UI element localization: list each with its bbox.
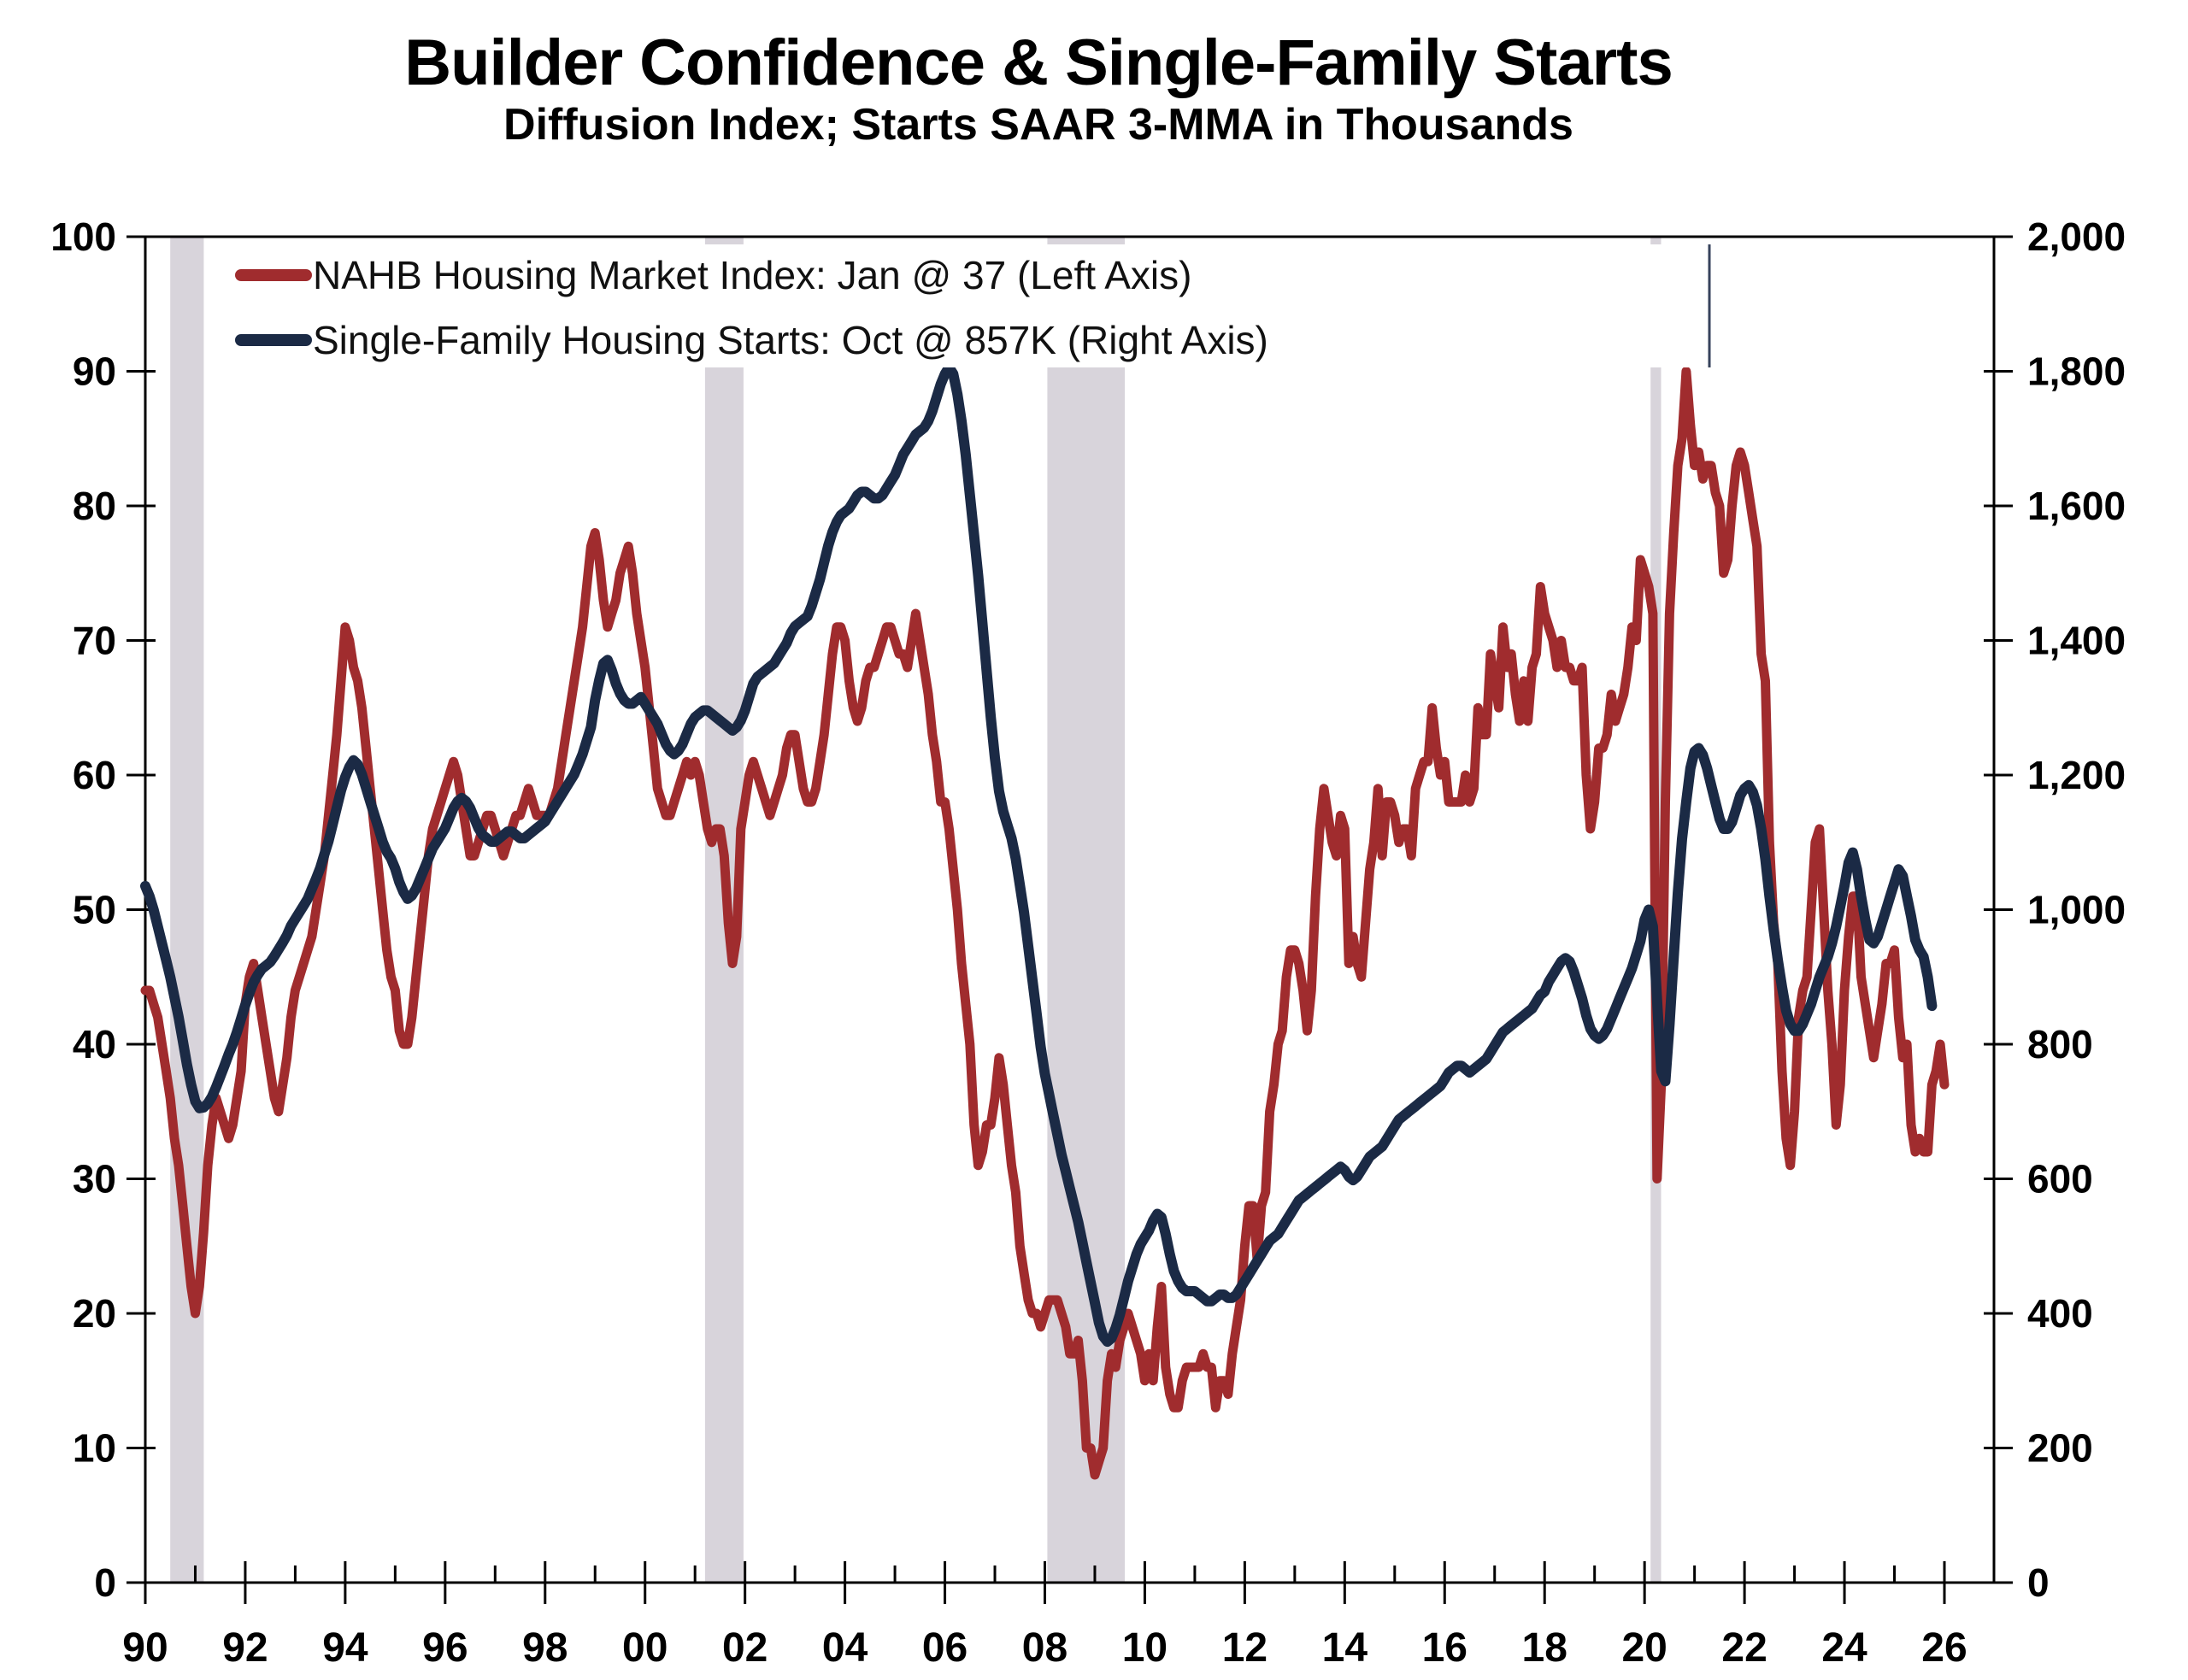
x-tick-label: 20 [1621, 1625, 1667, 1671]
x-tick-label: 16 [1422, 1625, 1467, 1671]
x-tick-label: 90 [122, 1625, 168, 1671]
y-left-tick-label: 40 [73, 1022, 116, 1066]
chart-title: Builder Confidence & Single-Family Start… [404, 26, 1673, 99]
x-tick-label: 18 [1522, 1625, 1567, 1671]
y-right-tick-label: 1,800 [2027, 350, 2126, 394]
x-tick-label: 98 [522, 1625, 568, 1671]
y-left-tick-label: 100 [50, 214, 116, 259]
x-tick-label: 06 [922, 1625, 968, 1671]
y-left-tick-label: 10 [73, 1426, 116, 1471]
recession-band [170, 237, 204, 1583]
legend-label-nahb-hmi: NAHB Housing Market Index: Jan @ 37 (Lef… [313, 253, 1191, 297]
x-tick-label: 04 [822, 1625, 868, 1671]
y-right-tick-label: 400 [2027, 1291, 2093, 1336]
x-tick-label: 14 [1322, 1625, 1368, 1671]
y-left-tick-label: 30 [73, 1157, 116, 1201]
y-right-tick-label: 600 [2027, 1157, 2093, 1201]
chart-titles: Builder Confidence & Single-Family Start… [26, 29, 2051, 153]
x-tick-label: 26 [1921, 1625, 1967, 1671]
y-left-tick-label: 50 [73, 888, 116, 932]
y-right-tick-label: 2,000 [2027, 214, 2126, 259]
x-tick-label: 22 [1721, 1625, 1767, 1671]
x-tick-label: 12 [1222, 1625, 1268, 1671]
y-left-tick-label: 0 [94, 1560, 116, 1605]
y-left-tick-label: 20 [73, 1291, 116, 1336]
x-tick-label: 24 [1821, 1625, 1867, 1671]
y-right-tick-label: 200 [2027, 1426, 2093, 1471]
y-right-tick-label: 1,200 [2027, 753, 2126, 797]
legend-box [229, 244, 1709, 367]
x-tick-label: 00 [622, 1625, 668, 1671]
y-right-tick-label: 1,600 [2027, 484, 2126, 528]
y-left-tick-label: 90 [73, 350, 116, 394]
y-right-tick-label: 0 [2027, 1560, 2050, 1605]
x-tick-label: 02 [722, 1625, 768, 1671]
x-tick-label: 94 [322, 1625, 368, 1671]
chart-subtitle: Diffusion Index; Starts SAAR 3-MMA in Th… [503, 99, 1573, 150]
y-left-tick-label: 70 [73, 619, 116, 663]
y-right-tick-label: 1,000 [2027, 888, 2126, 932]
series-line-nahb-housing-market-index [140, 367, 1950, 1480]
legend: NAHB Housing Market Index: Jan @ 37 (Lef… [229, 244, 1711, 367]
series-line-single-family-housing-starts [140, 361, 1938, 1348]
y-left-tick-label: 80 [73, 484, 116, 528]
x-tick-label: 10 [1122, 1625, 1168, 1671]
y-left-tick-label: 60 [73, 753, 116, 797]
x-tick-label: 08 [1022, 1625, 1068, 1671]
x-tick-label: 96 [422, 1625, 468, 1671]
y-right-tick-label: 800 [2027, 1022, 2093, 1066]
legend-label-single-family-starts: Single-Family Housing Starts: Oct @ 857K… [313, 318, 1268, 362]
y-right-tick-label: 1,400 [2027, 619, 2126, 663]
x-tick-label: 92 [222, 1625, 268, 1671]
